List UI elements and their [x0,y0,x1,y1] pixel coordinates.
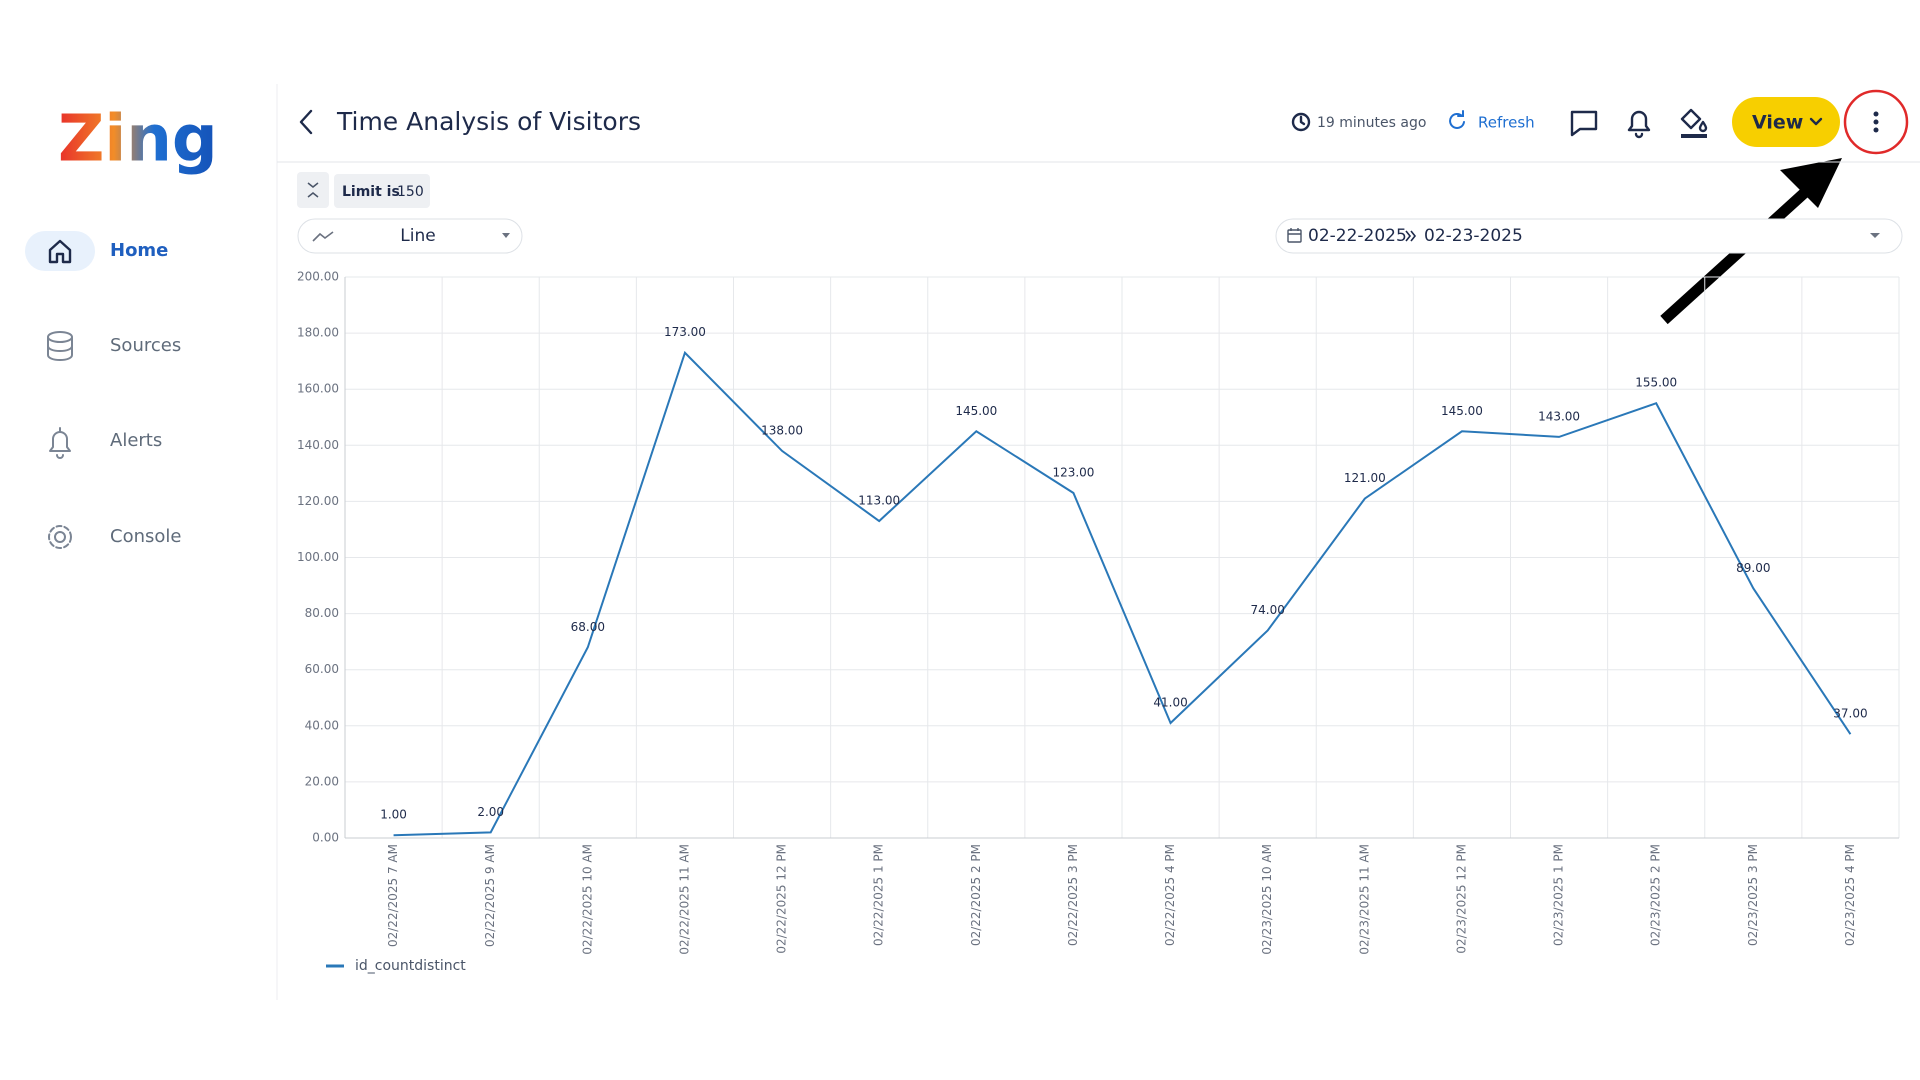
date-from[interactable]: 02-22-2025 [1308,226,1407,246]
home-highlight [25,231,95,271]
data-label: 89.00 [1736,561,1770,575]
refresh-icon[interactable] [1449,110,1465,129]
page-title: Time Analysis of Visitors [336,107,641,136]
data-label: 143.00 [1538,409,1580,423]
series-line [393,350,1852,837]
chart-type-select[interactable] [297,218,523,254]
y-tick-label: 0.00 [312,831,339,845]
x-tick-label: 02/23/2025 11 AM [1357,844,1371,955]
data-label: 2.00 [477,805,504,819]
x-tick-label: 02/23/2025 1 PM [1552,844,1566,946]
view-button-label[interactable]: View [1752,112,1803,134]
refresh-button[interactable]: Refresh [1478,114,1535,132]
notifications-button[interactable] [1627,110,1651,139]
x-tick-label: 02/22/2025 11 AM [677,844,691,955]
y-tick-label: 40.00 [305,718,339,732]
y-tick-label: 20.00 [305,774,339,788]
collapse-icon [307,182,319,198]
data-label: 123.00 [1052,465,1094,479]
x-tick-label: 02/23/2025 3 PM [1746,844,1760,946]
limit-box [334,174,430,208]
y-tick-label: 100.00 [297,550,339,564]
nav-alerts[interactable]: Alerts [110,430,162,451]
x-tick-label: 02/22/2025 7 AM [386,844,400,947]
x-tick-label: 02/22/2025 12 PM [775,844,789,954]
y-tick-label: 80.00 [305,606,339,620]
collapse-button[interactable] [297,172,329,208]
back-button[interactable] [299,109,313,135]
data-label: 155.00 [1635,376,1677,390]
view-button[interactable] [1732,97,1840,147]
x-tick-label: 02/22/2025 1 PM [872,844,886,946]
y-tick-label: 60.00 [305,662,339,676]
select-caret [502,233,510,238]
updated-time: 19 minutes ago [1317,115,1426,131]
more-menu[interactable] [1873,111,1879,133]
y-tick-label: 200.00 [297,270,339,284]
sources-icon [47,331,73,361]
nav-sources[interactable]: Sources [110,335,181,356]
y-tick-label: 180.00 [297,326,339,340]
data-label: 41.00 [1153,695,1187,709]
x-tick-label: 02/23/2025 4 PM [1843,844,1857,946]
highlight-circle [1843,89,1909,155]
limit-value: 150 [397,184,424,200]
chart: 0.00 20.00 40.00 60.00 80.00 100.00 120.00 140.… [297,270,1900,974]
data-label: 145.00 [955,404,997,418]
data-label: 74.00 [1251,603,1285,617]
date-to[interactable]: 02-23-2025 [1424,226,1523,246]
legend-label: id_countdistinct [355,958,466,974]
nav-home[interactable]: Home [110,240,168,261]
y-tick-label: 140.00 [297,438,339,452]
alerts-icon [49,427,71,459]
data-label: 37.00 [1833,707,1867,721]
x-tick-label: 02/23/2025 12 PM [1454,844,1468,954]
x-tick-label: 02/22/2025 4 PM [1163,844,1177,946]
theme-button[interactable] [1680,108,1708,138]
home-icon [48,239,72,264]
range-arrow [1405,230,1417,242]
data-label: 121.00 [1344,471,1386,485]
date-range-picker[interactable] [1275,218,1903,254]
y-tick-label: 160.00 [297,382,339,396]
comments-button[interactable] [1570,110,1598,137]
limit-label: Limit is [342,184,400,200]
view-chevron [1809,117,1823,126]
data-label: 1.00 [380,808,407,822]
console-icon [48,525,72,549]
line-icon [312,231,334,242]
nav-console[interactable]: Console [110,526,181,547]
data-label: 138.00 [761,423,803,437]
x-tick-label: 02/23/2025 10 AM [1260,844,1274,955]
x-tick-label: 02/22/2025 2 PM [969,844,983,946]
y-tick-label: 120.00 [297,494,339,508]
data-label: 113.00 [858,494,900,508]
x-tick-label: 02/22/2025 3 PM [1066,844,1080,946]
data-label: 68.00 [571,620,605,634]
date-caret [1870,233,1880,238]
chart-type-label[interactable]: Line [400,226,435,246]
calendar-icon [1287,228,1302,243]
data-label: 173.00 [664,325,706,339]
x-tick-label: 02/23/2025 2 PM [1649,844,1663,946]
logo: Zing [58,103,218,177]
x-tick-label: 02/22/2025 9 AM [483,844,497,947]
x-tick-label: 02/22/2025 10 AM [580,844,594,955]
data-label: 145.00 [1441,404,1483,418]
clock-icon [1291,112,1311,132]
